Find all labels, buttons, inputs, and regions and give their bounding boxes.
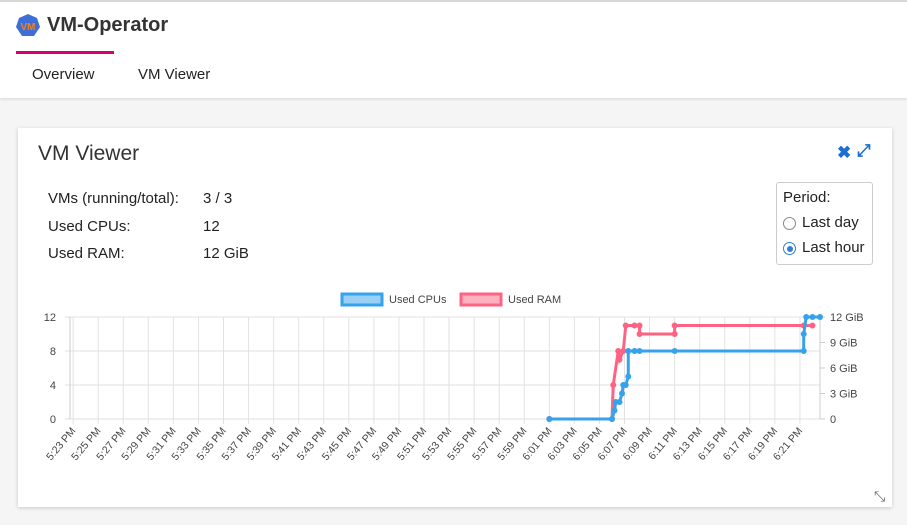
data-point	[636, 322, 643, 329]
y-left-tick-label: 0	[50, 414, 56, 426]
option-last-hour[interactable]: Last hour	[802, 239, 865, 256]
header: VM VM-Operator Overview VM Viewer	[0, 0, 907, 98]
y-left-tick-label: 4	[50, 380, 56, 392]
y-left-tick-label: 12	[44, 312, 56, 324]
y-right-tick-label: 9 GiB	[830, 338, 858, 350]
close-icon[interactable]: ✖	[837, 143, 852, 162]
legend-swatch	[340, 292, 384, 307]
y-right-tick-label: 0	[830, 414, 836, 426]
period-label: Period:	[783, 189, 831, 206]
data-point	[817, 314, 823, 320]
app-logo: VM	[16, 14, 40, 36]
data-point	[610, 382, 617, 388]
widget-title: VM Viewer	[38, 142, 140, 165]
series-line	[549, 324, 813, 421]
expand-icon[interactable]: ⤢	[857, 141, 871, 160]
y-right-tick-label: 6 GiB	[830, 363, 858, 375]
resize-handle-icon[interactable]: ⤡	[874, 488, 886, 504]
stat-vms-label: VMs (running/total):	[48, 190, 179, 207]
data-point	[619, 390, 626, 397]
data-point	[800, 331, 807, 337]
data-point	[631, 348, 638, 354]
data-point	[809, 322, 816, 329]
data-point	[620, 348, 627, 354]
data-point	[671, 322, 678, 329]
data-point	[671, 331, 678, 337]
y-left-tick-label: 8	[50, 346, 56, 358]
data-point	[636, 331, 643, 337]
stat-ram-label: Used RAM:	[48, 245, 125, 262]
data-point	[631, 322, 638, 329]
y-right-tick-label: 3 GiB	[830, 389, 858, 401]
data-point	[616, 356, 623, 363]
option-last-day[interactable]: Last day	[802, 214, 859, 231]
data-point	[625, 373, 632, 380]
app-title: VM-Operator	[47, 14, 169, 36]
radio-last-day[interactable]	[783, 217, 796, 230]
data-point	[800, 348, 807, 354]
active-tab-indicator	[16, 51, 114, 54]
data-point	[622, 382, 629, 388]
tab-vm-viewer[interactable]: VM Viewer	[138, 66, 211, 83]
data-point	[546, 416, 553, 422]
legend-label: Used RAM	[508, 294, 561, 306]
data-point	[622, 322, 629, 329]
data-point	[611, 407, 618, 414]
data-point	[616, 399, 623, 405]
stat-cpus-label: Used CPUs:	[48, 218, 131, 235]
data-point	[615, 348, 622, 354]
data-point	[608, 416, 615, 422]
stat-ram-value: 12 GiB	[203, 245, 249, 262]
tab-overview[interactable]: Overview	[32, 66, 95, 83]
radio-last-hour[interactable]	[783, 242, 796, 255]
legend-swatch	[459, 292, 503, 307]
data-point	[809, 314, 816, 320]
data-point	[625, 348, 632, 354]
y-right-tick-label: 12 GiB	[830, 312, 864, 324]
data-point	[671, 348, 678, 354]
legend-label: Used CPUs	[389, 294, 447, 306]
series-line	[549, 315, 820, 421]
period-selector: Period: Last day Last hour	[776, 182, 873, 265]
stat-vms-value: 3 / 3	[203, 190, 233, 207]
data-point	[803, 314, 810, 320]
stat-cpus-value: 12	[203, 218, 220, 235]
svg-text:VM: VM	[21, 22, 36, 33]
data-point	[636, 348, 643, 354]
